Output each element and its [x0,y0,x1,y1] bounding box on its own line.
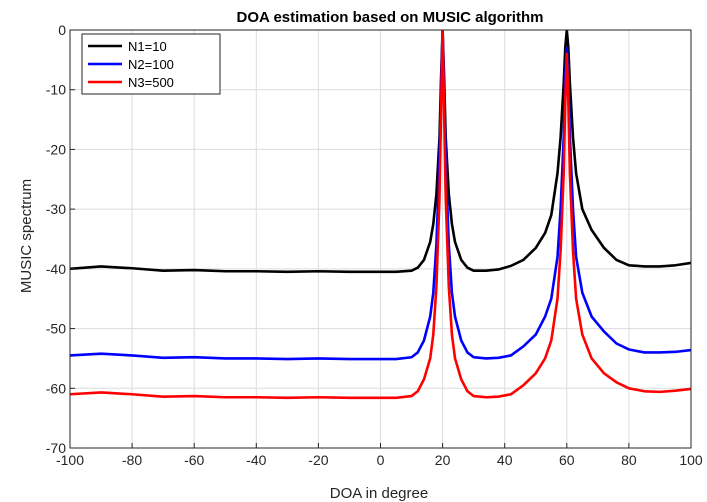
y-tick-label: -50 [46,321,66,337]
y-tick-label: -30 [46,201,66,217]
axis-ticks: -100 -80 -60 -40 -20 0 20 40 60 80 100-70-60-50-40… [46,22,703,468]
legend-label-1: N1=10 [128,39,167,54]
legend-label-3: N3=500 [128,75,174,90]
x-tick-label: -60 [184,452,204,468]
legend: N1=10 N2=100 N3=500 [81,33,221,95]
x-tick-label: 100 [679,452,703,468]
series-line-3 [70,30,691,400]
x-tick-label: 0 [377,452,385,468]
series-line-2 [70,30,691,361]
x-tick-label: -40 [246,452,266,468]
chart-title: DOA estimation based on MUSIC algorithm [237,9,544,26]
y-tick-label: -60 [46,380,66,396]
legend-label-2: N2=100 [128,57,174,72]
y-tick-label: -20 [46,141,66,157]
x-tick-label: 60 [559,452,575,468]
y-tick-label: -70 [46,440,66,456]
x-axis-label: DOA in degree [330,485,428,502]
x-tick-label: 20 [435,452,451,468]
x-tick-label: 40 [497,452,513,468]
series-layer [70,30,691,400]
x-tick-label: -20 [308,452,328,468]
series-line-1 [70,30,691,274]
x-tick-label: -100 [56,452,84,468]
y-axis-label: MUSIC spectrum [18,179,35,293]
y-tick-label: 0 [58,22,66,38]
x-tick-label: -80 [122,452,142,468]
x-tick-label: 80 [621,452,637,468]
y-tick-label: -40 [46,261,66,277]
y-tick-label: -10 [46,82,66,98]
